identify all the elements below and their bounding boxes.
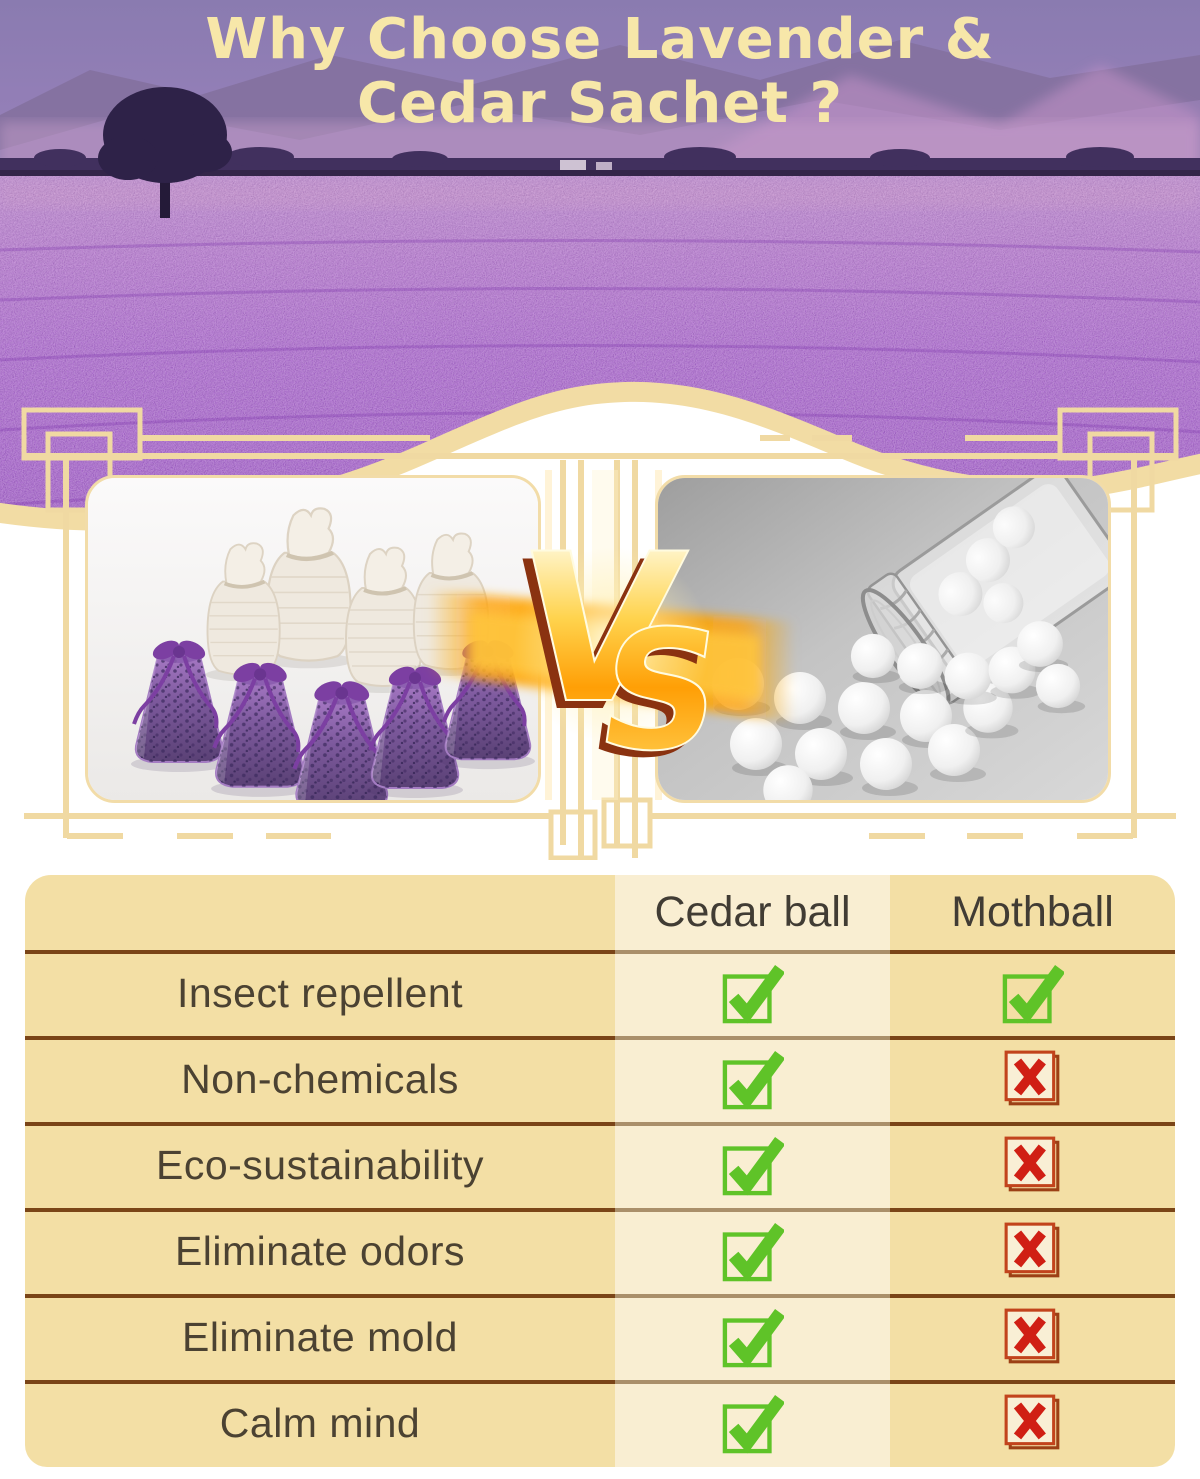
cross-icon (1002, 1220, 1064, 1282)
cedar-ball-cell (615, 950, 890, 1036)
vs-letter-v-shadow: V (494, 520, 686, 757)
title-line-1: Why Choose Lavender & (205, 7, 995, 72)
vs-letter-v: V (503, 520, 695, 749)
cross-icon (1002, 1306, 1064, 1368)
comparison-table: Cedar ball Mothball Insect repellent Non… (25, 875, 1175, 1467)
table-header-row: Cedar ball Mothball (25, 875, 1175, 950)
row-label: Eliminate mold (182, 1313, 458, 1360)
comparison-rows: Cedar ball Mothball Insect repellent Non… (25, 875, 1175, 1467)
page-title: Why Choose Lavender & Cedar Sachet ? (0, 8, 1200, 136)
table-row: Insect repellent (25, 950, 1175, 1036)
check-icon (722, 1306, 784, 1368)
cross-icon (1002, 1134, 1064, 1196)
check-icon (1002, 962, 1064, 1024)
table-row: Calm mind (25, 1380, 1175, 1466)
farm-building (560, 160, 586, 170)
table-row: Eco-sustainability (25, 1122, 1175, 1208)
title-line-2: Cedar Sachet ? (357, 71, 843, 136)
header-mothball: Mothball (951, 888, 1114, 936)
cedar-ball-cell (615, 1122, 890, 1208)
mothball-cell (890, 1122, 1175, 1208)
mothball-cell (890, 950, 1175, 1036)
check-icon (722, 1134, 784, 1196)
row-label: Calm mind (219, 1399, 421, 1446)
row-label: Insect repellent (176, 969, 464, 1016)
cedar-ball-cell (615, 1380, 890, 1466)
cross-icon (1002, 1048, 1064, 1110)
glass-jar (860, 478, 1108, 709)
check-icon (722, 1048, 784, 1110)
check-icon (722, 1220, 784, 1282)
row-label: Eco-sustainability (155, 1141, 485, 1188)
row-label: Eliminate odors (174, 1227, 466, 1274)
table-row: Eliminate mold (25, 1294, 1175, 1380)
table-row: Non-chemicals (25, 1036, 1175, 1122)
row-label: Non-chemicals (181, 1055, 459, 1102)
check-icon (722, 1392, 784, 1454)
mothball-cell (890, 1208, 1175, 1294)
vs-badge: V S V S (400, 509, 840, 795)
mothball-cell (890, 1380, 1175, 1466)
tree-silhouette (98, 87, 232, 218)
cedar-ball-cell (615, 1208, 890, 1294)
header-empty-cell (25, 875, 615, 950)
table-row: Eliminate odors (25, 1208, 1175, 1294)
cross-icon (1002, 1392, 1064, 1454)
cedar-ball-cell (615, 1036, 890, 1122)
mothball-cell (890, 1036, 1175, 1122)
cedar-ball-cell (615, 1294, 890, 1380)
header-cedar-ball: Cedar ball (654, 888, 851, 936)
mothball-cell (890, 1294, 1175, 1380)
vs-letter-s-shadow: S (579, 603, 725, 780)
check-icon (722, 962, 784, 1024)
